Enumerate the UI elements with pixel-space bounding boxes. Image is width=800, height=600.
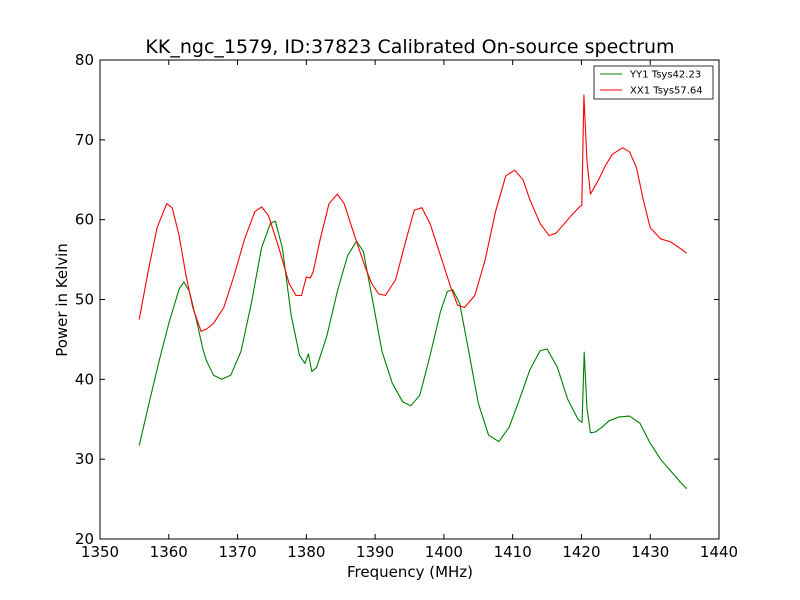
y-tick-label: 40 bbox=[75, 370, 94, 388]
y-tick-label: 60 bbox=[75, 211, 94, 229]
legend: YY1 Tsys42.23 XX1 Tsys57.64 bbox=[593, 65, 714, 100]
y-axis-label: Power in Kelvin bbox=[53, 243, 71, 357]
legend-label-yy1: YY1 Tsys42.23 bbox=[629, 70, 701, 81]
legend-box bbox=[593, 65, 714, 100]
axis-ticks: 1350 1360 1370 1380 1390 1400 1410 1420 1430 1440… bbox=[75, 51, 738, 561]
x-tick-label: 1390 bbox=[356, 543, 394, 561]
x-tick-label: 1360 bbox=[150, 543, 188, 561]
x-tick-label: 1400 bbox=[425, 543, 463, 561]
x-tick-label: 1370 bbox=[218, 543, 256, 561]
x-tick-label: 1350 bbox=[81, 543, 119, 561]
series-line-xx1 bbox=[138, 94, 688, 332]
chart-title: KK_ngc_1579, ID:37823 Calibrated On-sour… bbox=[145, 36, 674, 58]
x-tick-label: 1420 bbox=[562, 543, 600, 561]
x-axis-label: Frequency (MHz) bbox=[347, 563, 473, 581]
x-tick-label: 1380 bbox=[287, 543, 325, 561]
y-tick-label: 70 bbox=[75, 131, 94, 149]
x-tick-label: 1410 bbox=[494, 543, 532, 561]
y-tick-label: 80 bbox=[75, 51, 94, 69]
series-line-yy1 bbox=[138, 220, 688, 490]
x-tick-label: 1440 bbox=[700, 543, 738, 561]
y-tick-label: 20 bbox=[75, 530, 94, 548]
plot-area bbox=[138, 94, 688, 490]
x-tick-label: 1430 bbox=[631, 543, 669, 561]
y-tick-label: 30 bbox=[75, 450, 94, 468]
y-tick-label: 50 bbox=[75, 291, 94, 309]
legend-label-xx1: XX1 Tsys57.64 bbox=[630, 86, 703, 97]
